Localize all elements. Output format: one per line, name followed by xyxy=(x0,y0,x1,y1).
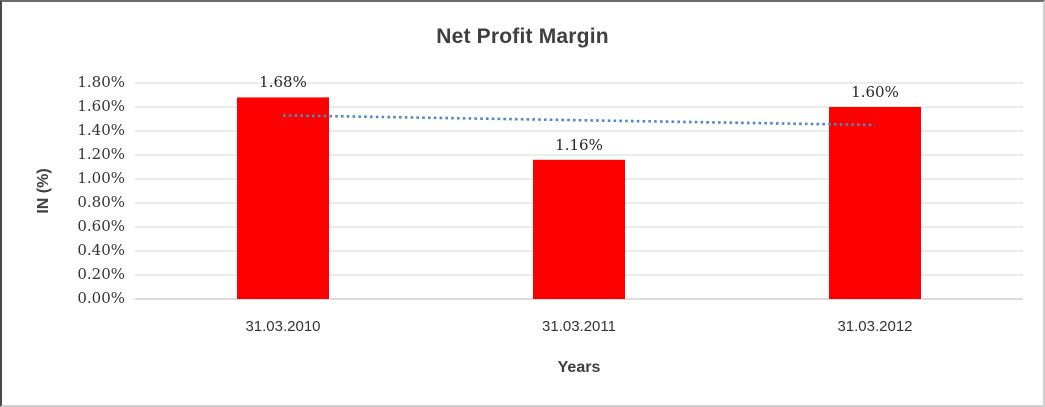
bar-31.03.2012 xyxy=(829,107,921,299)
chart-title: Net Profit Margin xyxy=(436,25,609,48)
x-axis-title: Years xyxy=(557,359,601,376)
bar-31.03.2010 xyxy=(237,97,329,300)
bar-31.03.2011 xyxy=(533,159,625,299)
trendline xyxy=(282,114,876,127)
